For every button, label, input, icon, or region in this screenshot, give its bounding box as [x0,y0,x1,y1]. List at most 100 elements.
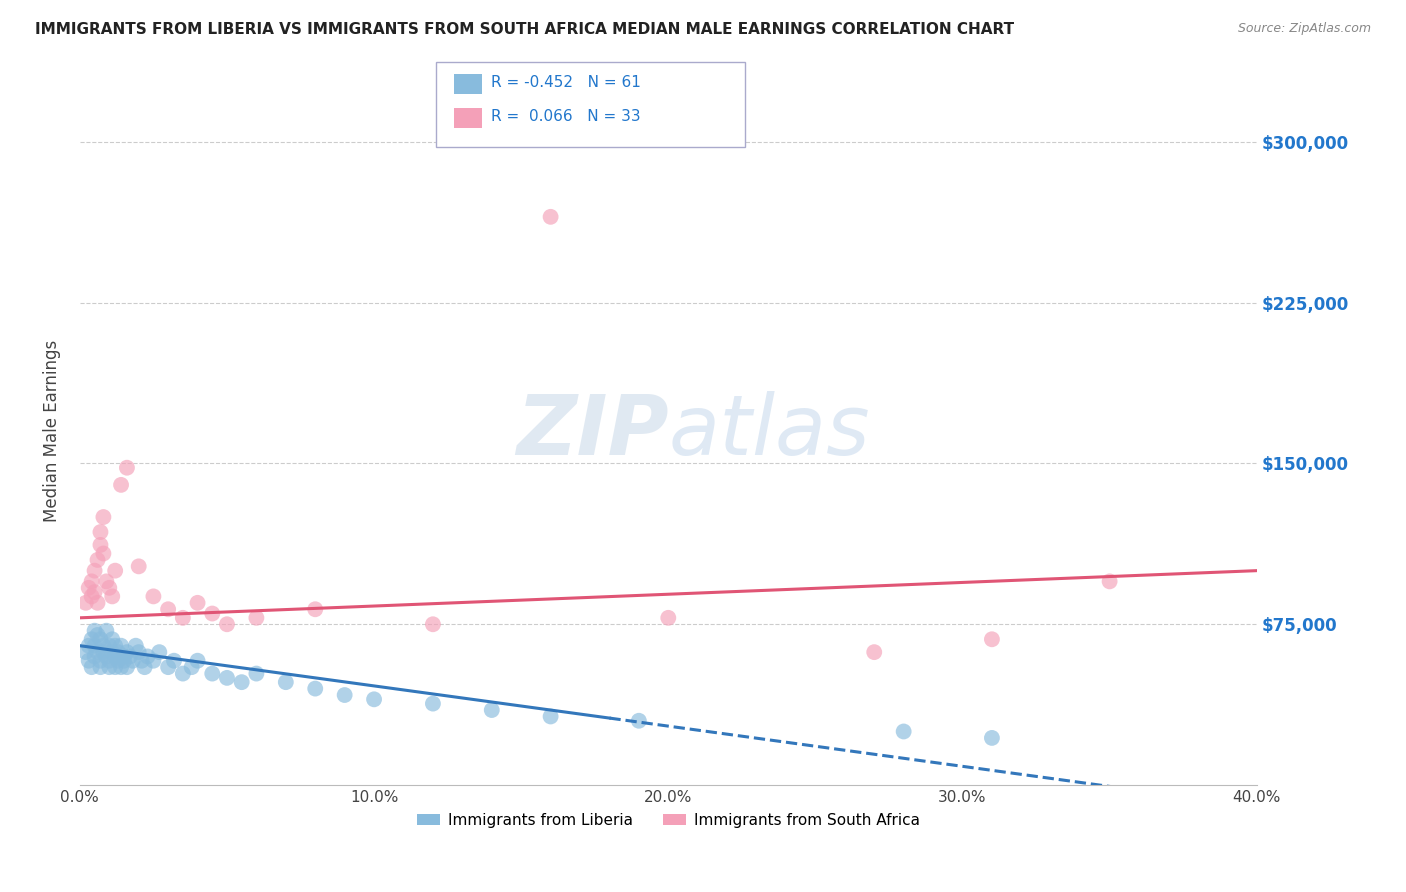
Point [96,649,118,664]
Point [148,645,170,659]
Point [96,624,118,638]
Point [180,660,202,674]
Point [93,639,115,653]
Point [163,654,186,668]
Point [980,632,1002,647]
Point [83,585,105,599]
Point [893,724,915,739]
Point [112,654,135,668]
Point [80,574,103,589]
Point [101,645,124,659]
Point [101,590,124,604]
Point [107,654,129,668]
Point [172,666,194,681]
Point [112,649,135,664]
Point [104,564,127,578]
Text: R =  0.066   N = 33: R = 0.066 N = 33 [491,110,640,124]
Point [110,478,132,492]
Point [86,553,108,567]
Point [98,660,121,674]
Point [115,460,138,475]
Point [245,611,267,625]
Point [422,697,444,711]
Text: ZIP: ZIP [516,391,668,472]
Point [540,210,562,224]
Point [98,639,121,653]
Point [333,688,356,702]
Point [274,675,297,690]
Point [1098,574,1121,589]
Point [98,581,121,595]
Point [131,654,153,668]
Point [231,675,253,690]
Point [863,645,886,659]
Point [104,639,127,653]
Point [110,639,132,653]
Point [110,660,132,674]
Point [115,660,138,674]
Y-axis label: Median Male Earnings: Median Male Earnings [44,340,60,523]
Point [142,590,165,604]
Point [304,602,326,616]
Point [118,649,141,664]
Point [657,611,679,625]
Point [83,624,105,638]
Point [481,703,503,717]
Point [201,607,224,621]
Point [125,639,148,653]
Point [89,660,111,674]
Point [157,602,180,616]
Text: atlas: atlas [668,391,870,472]
Point [215,671,238,685]
Point [83,649,105,664]
Point [89,654,111,668]
Point [89,524,111,539]
Point [101,632,124,647]
Legend: Immigrants from Liberia, Immigrants from South Africa: Immigrants from Liberia, Immigrants from… [411,807,925,834]
Point [86,628,108,642]
Point [134,660,156,674]
Point [187,654,209,668]
Point [136,649,159,664]
Point [75,596,97,610]
Point [215,617,238,632]
Point [89,632,111,647]
Point [98,654,121,668]
Point [86,645,108,659]
Point [107,645,129,659]
Point [363,692,385,706]
Text: Source: ZipAtlas.com: Source: ZipAtlas.com [1237,22,1371,36]
Point [128,559,150,574]
Point [83,564,105,578]
Point [142,654,165,668]
Point [80,660,103,674]
Point [627,714,650,728]
Point [121,654,143,668]
Point [115,645,138,659]
Point [77,639,100,653]
Text: IMMIGRANTS FROM LIBERIA VS IMMIGRANTS FROM SOUTH AFRICA MEDIAN MALE EARNINGS COR: IMMIGRANTS FROM LIBERIA VS IMMIGRANTS FR… [35,22,1014,37]
Point [980,731,1002,745]
Point [80,590,103,604]
Point [304,681,326,696]
Point [93,510,115,524]
Point [540,709,562,723]
Point [80,632,103,647]
Point [245,666,267,681]
Point [422,617,444,632]
Point [77,581,100,595]
Point [89,538,111,552]
Point [83,639,105,653]
Point [104,649,127,664]
Point [104,660,127,674]
Point [93,645,115,659]
Point [172,611,194,625]
Point [157,660,180,674]
Point [201,666,224,681]
Point [86,596,108,610]
Point [96,574,118,589]
Point [128,645,150,659]
Text: R = -0.452   N = 61: R = -0.452 N = 61 [491,76,641,90]
Point [93,547,115,561]
Point [77,654,100,668]
